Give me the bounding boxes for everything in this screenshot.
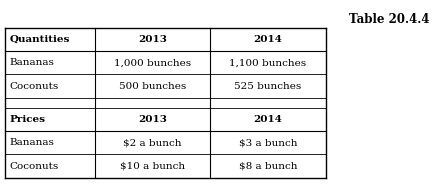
Text: 1,000 bunches: 1,000 bunches	[114, 58, 191, 67]
Text: 2014: 2014	[253, 35, 282, 44]
Text: 2014: 2014	[253, 115, 282, 124]
Text: Bananas: Bananas	[10, 138, 54, 147]
Text: 2013: 2013	[138, 35, 167, 44]
Text: 1,100 bunches: 1,100 bunches	[229, 58, 307, 67]
Text: $10 a bunch: $10 a bunch	[120, 162, 185, 171]
Text: Quantities: Quantities	[10, 35, 70, 44]
Text: Table 20.4.4: Table 20.4.4	[349, 13, 430, 26]
Text: 2013: 2013	[138, 115, 167, 124]
Text: Coconuts: Coconuts	[10, 82, 59, 90]
Text: Coconuts: Coconuts	[10, 162, 59, 171]
Text: $8 a bunch: $8 a bunch	[239, 162, 297, 171]
Text: $3 a bunch: $3 a bunch	[239, 138, 297, 147]
Text: Bananas: Bananas	[10, 58, 54, 67]
Text: $2 a bunch: $2 a bunch	[124, 138, 182, 147]
Text: 525 bunches: 525 bunches	[234, 82, 302, 90]
Text: Prices: Prices	[10, 115, 46, 124]
Text: 500 bunches: 500 bunches	[119, 82, 186, 90]
